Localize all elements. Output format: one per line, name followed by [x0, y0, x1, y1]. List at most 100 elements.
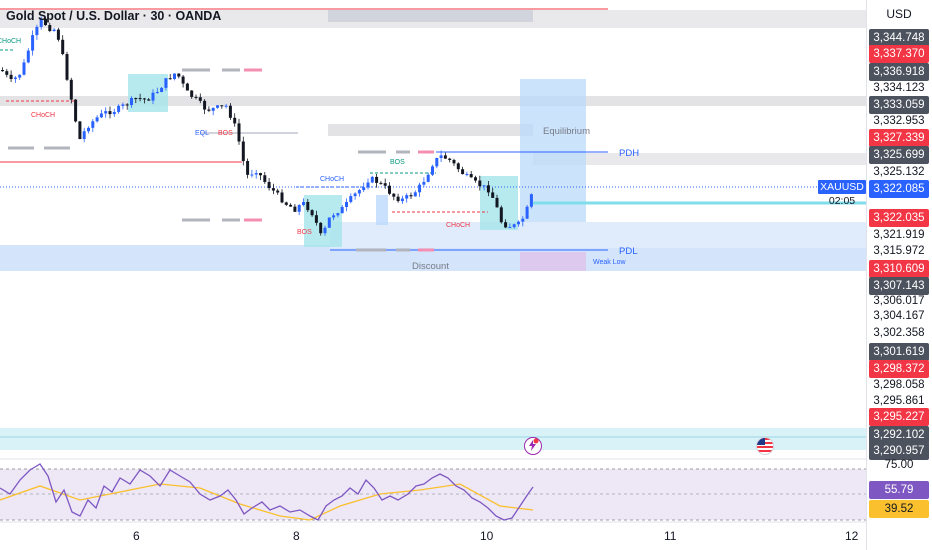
- candle-body: [345, 202, 348, 207]
- candle-body: [297, 205, 301, 212]
- candle-body: [448, 158, 452, 160]
- candle-body: [400, 198, 404, 202]
- candle-body: [280, 192, 284, 203]
- candle-body: [357, 190, 361, 194]
- candle-body: [340, 206, 344, 214]
- candle-body: [147, 99, 151, 101]
- candle-body: [9, 74, 13, 79]
- candle-body: [525, 206, 529, 219]
- candle-body: [211, 107, 215, 111]
- candle-body: [302, 201, 305, 206]
- candle-body: [517, 221, 520, 225]
- price-scale-label: 3,302.358: [873, 327, 925, 339]
- candle-body: [65, 54, 69, 80]
- candle-body: [241, 141, 245, 162]
- price-scale-label: 3,325.699: [869, 146, 929, 164]
- candle-body: [233, 117, 237, 124]
- choch-label: CHoCH: [0, 38, 21, 45]
- candle-body: [185, 83, 189, 91]
- candle-body: [456, 163, 460, 170]
- candle-body: [254, 173, 258, 175]
- candle-body: [203, 100, 207, 110]
- price-scale-label: 3,290.957: [869, 442, 929, 460]
- candle-body: [349, 196, 353, 203]
- choch-label: CHoCH: [446, 222, 470, 229]
- candle-body: [405, 195, 409, 199]
- equilibrium-band: [533, 153, 866, 165]
- candle-body: [125, 104, 129, 106]
- price-scale-label: 3,334.123: [873, 82, 925, 94]
- candle-body: [323, 227, 327, 234]
- candle-body: [521, 218, 525, 222]
- discount-label: Discount: [412, 261, 449, 272]
- price-scale-label: 3,332.953: [873, 115, 925, 127]
- choch-label: CHoCH: [320, 176, 344, 183]
- price-scale-label: 3,337.370: [869, 45, 929, 63]
- candle-body: [44, 18, 47, 26]
- candle-body: [220, 105, 224, 107]
- candle-body: [306, 201, 310, 211]
- price-scale-label: 3,325.132: [873, 166, 925, 178]
- time-tick: 12: [845, 529, 859, 543]
- candle-body: [164, 78, 168, 88]
- candle-body: [504, 222, 508, 228]
- candle-body: [289, 204, 293, 207]
- candle-body: [134, 98, 138, 100]
- price-scale-label: 3,295.861: [873, 395, 925, 407]
- candle-body: [276, 190, 280, 193]
- candle-body: [271, 188, 275, 191]
- price-scale-label: 55.79: [869, 481, 929, 499]
- candle-body: [439, 155, 443, 158]
- candle-body: [99, 113, 103, 118]
- candle-body: [388, 185, 391, 194]
- eql-label: EQL: [195, 130, 209, 137]
- weak-low-label: Weak Low: [593, 259, 626, 266]
- bos-label: BOS: [297, 229, 312, 236]
- lightning-icon[interactable]: [524, 437, 542, 455]
- candle-body: [130, 98, 133, 106]
- price-scale-label: 3,333.059: [869, 96, 929, 114]
- currency-label[interactable]: USD: [886, 7, 912, 21]
- candle-body: [263, 175, 267, 182]
- candle-body: [190, 90, 194, 97]
- candle-body: [228, 105, 232, 118]
- candle-body: [91, 121, 95, 128]
- candle-body: [56, 29, 60, 40]
- projection-box: [520, 79, 586, 249]
- price-scale-label: 3,298.372: [869, 360, 929, 378]
- candle-body: [435, 157, 439, 167]
- choch-label: CHoCH: [31, 112, 55, 119]
- price-scale-label: 3,301.619: [869, 343, 929, 361]
- candle-body: [284, 202, 288, 205]
- weak-low-box: [520, 252, 586, 271]
- order-block: [304, 195, 342, 247]
- rsi-line: [0, 463, 534, 521]
- candle-body: [74, 99, 78, 122]
- candle-body: [160, 87, 164, 93]
- candle-body: [224, 105, 228, 107]
- time-tick: 11: [664, 529, 677, 543]
- candle-body: [327, 217, 331, 228]
- price-scale-label: 3,336.918: [869, 63, 929, 81]
- candle-body: [1, 70, 4, 72]
- equilibrium-label: Equilibrium: [543, 126, 590, 137]
- price-scale[interactable]: USD 3,344.748 3,337.370 3,336.918 3,334.123…: [866, 0, 932, 550]
- candle-body: [246, 161, 250, 175]
- level-markers: [8, 68, 434, 252]
- candle-body: [383, 183, 387, 186]
- time-tick: 8: [293, 529, 300, 543]
- candle-body: [142, 98, 146, 100]
- us-flag-icon[interactable]: [756, 437, 774, 455]
- candle-body: [237, 123, 241, 142]
- candle-body: [31, 35, 35, 51]
- price-scale-label: 39.52: [869, 500, 929, 518]
- candle-body: [69, 79, 73, 100]
- candle-body: [194, 96, 198, 98]
- price-scale-label: 3,298.058: [873, 379, 925, 391]
- lower-zone: [0, 428, 866, 450]
- candle-body: [117, 105, 121, 112]
- candlestick-series: [1, 16, 533, 236]
- price-chart[interactable]: CHoCH CHoCH EQL BOS CHoCH BOS BOS CHoCH …: [0, 0, 866, 550]
- candle-body: [259, 173, 262, 176]
- candle-body: [512, 224, 516, 228]
